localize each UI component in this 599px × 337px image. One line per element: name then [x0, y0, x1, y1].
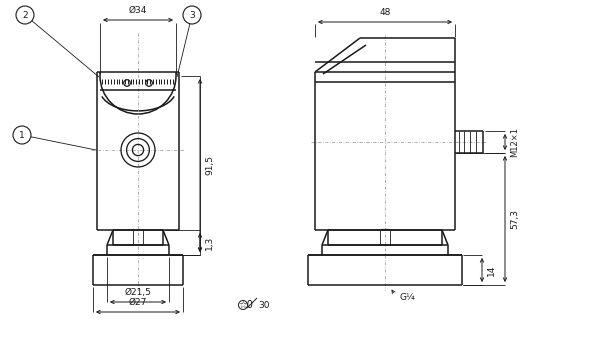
Text: ☆0: ☆0	[238, 300, 253, 310]
Text: 2: 2	[22, 10, 28, 20]
Text: 91,5: 91,5	[205, 155, 214, 176]
Text: Ø21,5: Ø21,5	[125, 288, 152, 297]
Text: 48: 48	[379, 8, 391, 17]
Text: M12×1: M12×1	[510, 127, 519, 157]
Text: 14: 14	[487, 264, 496, 276]
Text: Ø34: Ø34	[129, 6, 147, 15]
Text: 1,3: 1,3	[205, 235, 214, 250]
Text: 57,3: 57,3	[510, 209, 519, 229]
Text: 1: 1	[19, 130, 25, 140]
Text: 30: 30	[258, 301, 270, 309]
Text: G¼: G¼	[400, 293, 416, 302]
Text: 3: 3	[189, 10, 195, 20]
Text: Ø27: Ø27	[129, 298, 147, 307]
